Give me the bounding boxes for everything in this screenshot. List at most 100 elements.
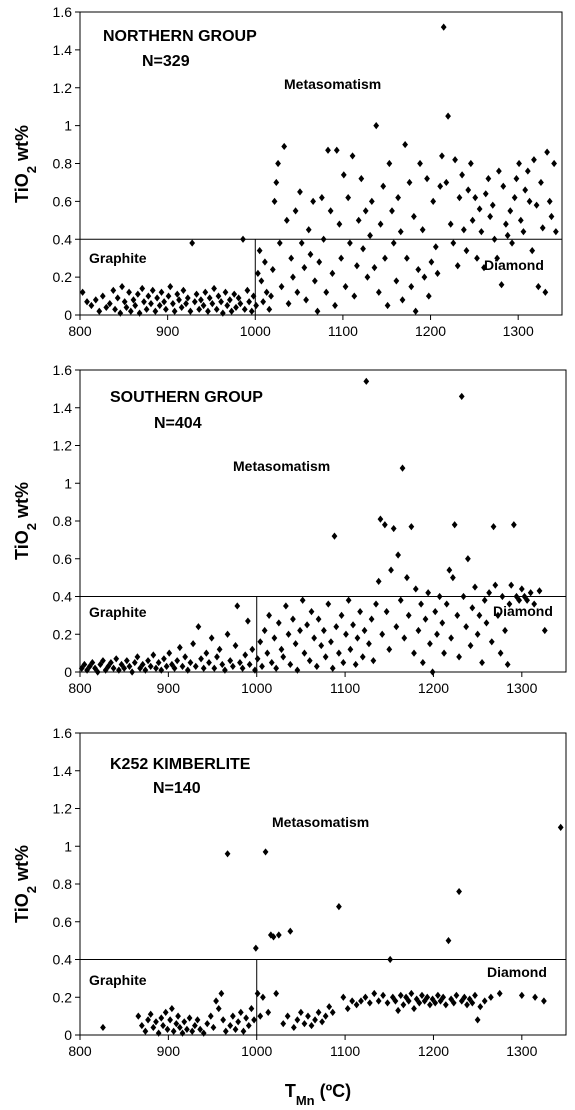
data-point <box>366 999 373 1007</box>
y-tick-label: 0.6 <box>53 914 73 930</box>
annotation-graphite: Graphite <box>89 250 147 266</box>
data-point <box>371 989 378 998</box>
y-tick-label: 0 <box>64 664 72 680</box>
data-point <box>301 1020 308 1028</box>
data-point <box>156 301 163 310</box>
data-point <box>123 303 130 312</box>
data-point <box>204 1020 211 1028</box>
data-point <box>205 307 211 315</box>
y-tick-label: 1.2 <box>53 80 73 96</box>
data-point <box>189 1027 196 1035</box>
data-point <box>531 600 538 608</box>
data-point <box>147 1010 154 1018</box>
data-point <box>419 226 426 234</box>
data-point <box>336 649 342 657</box>
y-axis-label-main: TiO <box>12 893 32 923</box>
data-point <box>219 660 226 669</box>
data-point <box>360 245 366 253</box>
data-point <box>497 649 504 657</box>
data-point <box>150 1023 157 1032</box>
y-tick-label: 1.4 <box>53 42 73 58</box>
data-point <box>117 309 124 317</box>
data-point <box>552 228 559 236</box>
data-point <box>232 1025 239 1033</box>
panel-sample-count: N=329 <box>142 53 190 70</box>
data-point <box>231 290 238 298</box>
x-tick-label: 1000 <box>241 1043 272 1059</box>
data-point <box>113 655 120 663</box>
data-point <box>298 239 305 247</box>
data-point <box>347 645 354 653</box>
data-point <box>123 657 130 665</box>
data-point <box>178 303 185 312</box>
x-axis-label-subscript: Mn <box>296 1093 315 1108</box>
data-point <box>297 626 303 635</box>
data-point <box>261 626 268 635</box>
data-point <box>308 1021 315 1030</box>
data-point <box>237 300 244 308</box>
annotation-graphite: Graphite <box>89 972 147 988</box>
data-point <box>338 611 345 619</box>
data-point <box>386 645 393 653</box>
data-point <box>358 997 364 1005</box>
data-point <box>252 944 259 952</box>
data-point <box>492 581 499 589</box>
data-point <box>145 1016 151 1024</box>
y-axis-ticks: 0 0.2 0.4 0.6 0.8 1 1.2 1.4 1.6 <box>53 4 80 323</box>
data-point <box>481 596 488 604</box>
data-point <box>496 167 502 175</box>
data-point <box>275 159 281 168</box>
data-point <box>242 651 249 659</box>
y-tick-label: 0.4 <box>53 589 73 605</box>
data-point <box>227 657 234 665</box>
y-tick-label: 0.2 <box>53 989 73 1005</box>
data-point <box>518 991 525 999</box>
data-point <box>298 1008 304 1016</box>
data-point <box>229 1012 236 1020</box>
annotation-metasomatism: Metasomatism <box>233 458 330 474</box>
data-point <box>401 634 408 642</box>
data-point <box>184 294 191 302</box>
y-tick-label: 0.2 <box>53 626 73 642</box>
data-point <box>380 182 387 190</box>
data-point <box>200 664 207 672</box>
data-point <box>174 290 181 298</box>
data-point <box>358 175 365 183</box>
data-point <box>266 305 273 313</box>
data-point <box>142 1027 149 1035</box>
data-point <box>273 989 280 998</box>
data-point <box>88 301 95 310</box>
data-point <box>428 258 435 266</box>
data-point <box>408 989 415 998</box>
data-point <box>329 269 336 277</box>
x-tick-label: 1300 <box>506 1043 537 1059</box>
data-point <box>382 254 388 262</box>
data-point <box>78 664 85 672</box>
annotation-metasomatism: Metasomatism <box>284 76 381 92</box>
y-tick-label: 1 <box>64 475 72 491</box>
data-point <box>465 186 472 194</box>
data-point <box>490 523 497 531</box>
data-point <box>404 574 410 582</box>
data-point <box>181 1018 188 1026</box>
data-point <box>318 193 325 202</box>
data-point <box>450 999 457 1007</box>
data-point <box>404 254 410 262</box>
data-point <box>287 927 294 935</box>
data-point <box>114 294 121 302</box>
data-point <box>467 159 474 168</box>
data-point <box>219 309 226 317</box>
data-point <box>166 649 173 657</box>
data-point <box>481 264 487 272</box>
data-point <box>415 265 422 274</box>
data-point <box>343 630 349 638</box>
data-point <box>456 193 463 202</box>
data-point <box>381 521 388 529</box>
data-point <box>97 660 104 669</box>
data-point <box>557 823 564 831</box>
plot-frame <box>79 732 567 1036</box>
data-point <box>310 197 316 205</box>
data-point <box>345 596 352 604</box>
y-axis-label: TiO2 wt% <box>12 482 39 560</box>
